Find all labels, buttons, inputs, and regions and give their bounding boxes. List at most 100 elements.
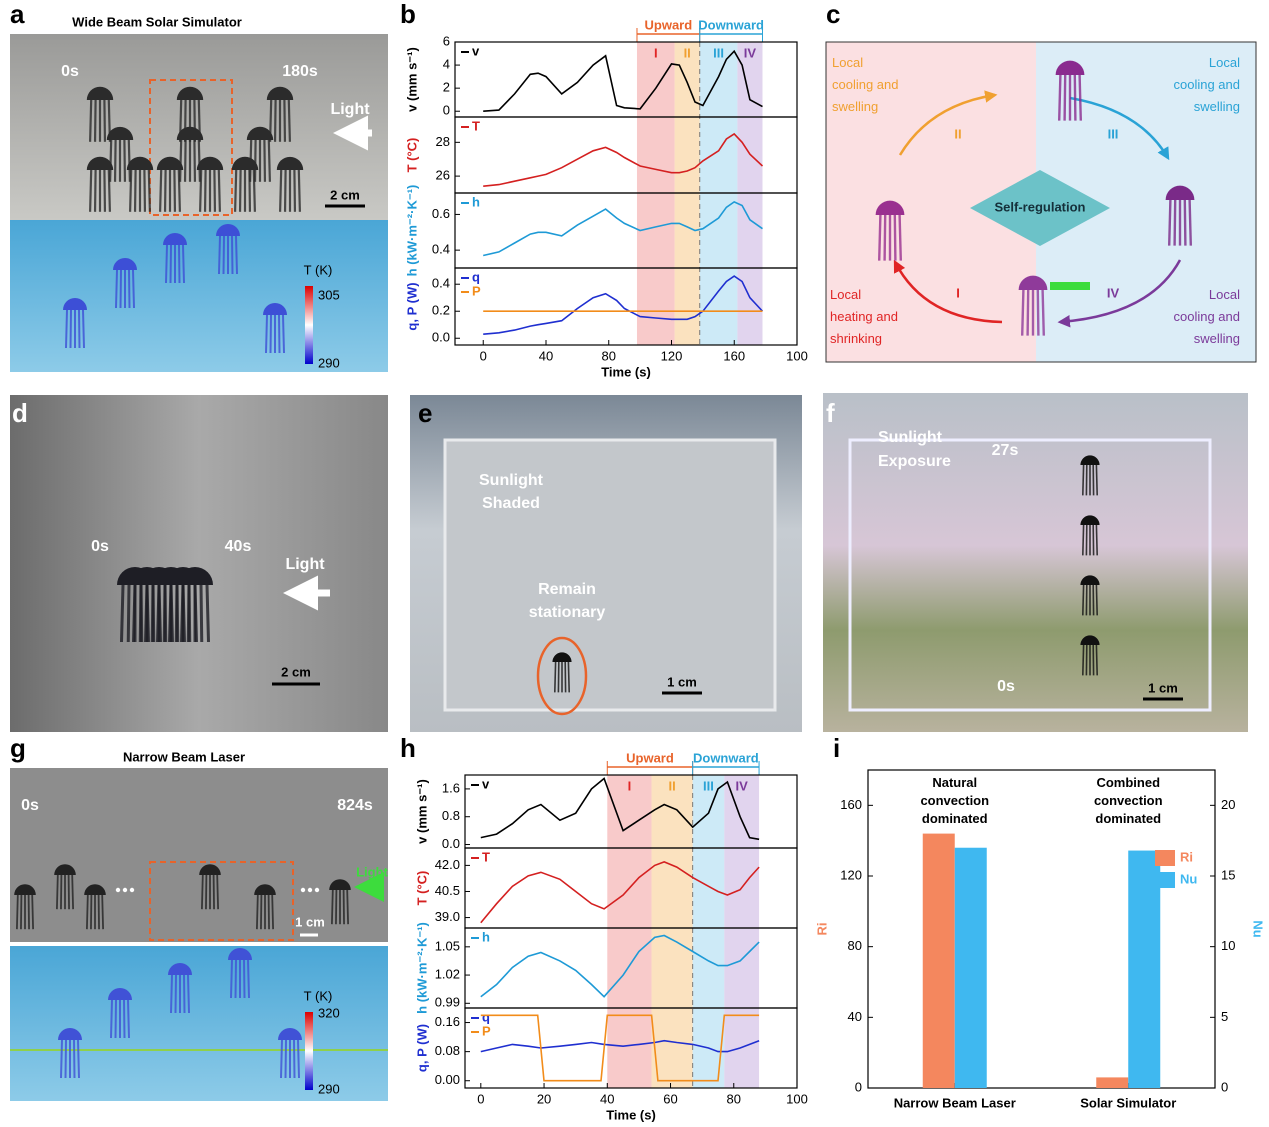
jellyfish [231, 235, 234, 275]
jellyfish [1165, 185, 1195, 200]
colorbar-title: T (K) [304, 262, 333, 277]
x-tick-label: 120 [661, 348, 683, 363]
jellyfish [1018, 275, 1048, 290]
jellyfish [178, 244, 181, 284]
legend-label: h [482, 929, 490, 944]
highlight-ellipse [536, 636, 588, 716]
jellyfish [156, 584, 161, 643]
jellyfish [898, 214, 902, 261]
jellyfish [31, 894, 34, 930]
x-tick-label: 20 [537, 1091, 551, 1106]
legend-label: q [472, 269, 480, 284]
frame [825, 41, 1257, 363]
x-tick-label: 160 [723, 348, 745, 363]
jellyfish [238, 169, 242, 212]
light-label: Light [330, 101, 370, 118]
annotation-line: convection [920, 793, 989, 808]
y-axis-label: v (mm s⁻¹) [404, 47, 419, 112]
y-tick-label: 0.2 [432, 303, 450, 318]
line [480, 934, 760, 998]
jellyfish [183, 139, 187, 182]
jellyfish [1095, 584, 1098, 616]
jellyfish [196, 156, 224, 170]
legend-label: v [472, 43, 480, 58]
jellyfish [123, 999, 126, 1039]
annotation-line: convection [1094, 793, 1163, 808]
jellyfish [129, 169, 133, 212]
jellyfish [1082, 584, 1085, 616]
jellyfish [180, 584, 185, 643]
jellyfish [203, 169, 207, 212]
panel-title: Wide Beam Solar Simulator [72, 14, 242, 29]
jellyfish [169, 244, 172, 284]
time-label: 824s [337, 797, 373, 814]
y-axis-label: v (mm s⁻¹) [414, 779, 429, 844]
jellyfish [103, 169, 107, 212]
jellyfish [243, 959, 246, 999]
scale-label: 2 cm [330, 187, 360, 202]
y-axis-label: T (°C) [414, 871, 429, 906]
y2-tick-label: 5 [1221, 1009, 1228, 1024]
jellyfish [278, 1028, 302, 1040]
state-label: Local cooling and swelling [1174, 287, 1241, 346]
jellyfish [878, 214, 882, 261]
legend-label: P [482, 1023, 491, 1038]
jellyfish [201, 874, 204, 910]
x-tick-label: 100 [786, 348, 808, 363]
panel-e: Sunlight Shaded Remain stationary 1 cm e [410, 395, 802, 732]
y-tick-label: 42.0 [435, 857, 460, 872]
jellyfish [126, 156, 154, 170]
panel-letter: e [418, 398, 432, 428]
time-label: 0s [91, 538, 109, 555]
y-axis-label: q, P (W) [404, 282, 419, 330]
x-tick-label: 40 [539, 348, 553, 363]
panel-letter: f [826, 398, 835, 428]
jellyfish [56, 874, 59, 910]
colorbar-min: 290 [318, 355, 340, 370]
jellyfish [183, 974, 186, 1014]
highlight-box [149, 79, 233, 216]
jellyfish [182, 244, 185, 284]
jellyfish [217, 169, 221, 212]
phase-title: Downward [698, 17, 764, 32]
y-tick-label: 1.02 [435, 966, 460, 981]
jellyfish [271, 894, 274, 930]
jellyfish [199, 584, 204, 643]
legend-label: T [472, 118, 480, 133]
panel-title: Narrow Beam Laser [123, 749, 245, 764]
jellyfish [1073, 74, 1077, 121]
time-label: 0s [997, 678, 1015, 695]
time-label: 40s [225, 538, 252, 555]
jellyfish [143, 169, 147, 212]
legend-swatch [1155, 850, 1175, 866]
cycle-arrow [893, 259, 1003, 324]
phase-label: II [954, 126, 961, 141]
panel-f: Sunlight Exposure 27s 0s 1 cm f [823, 393, 1248, 732]
jellyfish [234, 169, 238, 212]
jellyfish [235, 235, 238, 275]
ellipsis [300, 887, 306, 893]
jellyfish [269, 314, 272, 354]
line [480, 1039, 760, 1053]
jellyfish [65, 309, 68, 349]
y-tick-label: 0.0 [432, 330, 450, 345]
y-tick-label: 40 [848, 1009, 862, 1024]
phase-label: IV [744, 45, 757, 60]
jellyfish [127, 139, 131, 182]
jellyfish [113, 258, 137, 270]
colorbar-min: 290 [318, 1081, 340, 1096]
phase-title: Upward [645, 17, 693, 32]
jellyfish [77, 1039, 80, 1079]
jellyfish [297, 1039, 300, 1079]
legend-label: h [472, 194, 480, 209]
y-tick-label: 0.16 [435, 1014, 460, 1029]
x-axis-label: Time (s) [601, 364, 651, 379]
phase-label: I [628, 778, 632, 793]
jellyfish [162, 584, 167, 643]
jellyfish [199, 169, 203, 212]
y2-tick-label: 0 [1221, 1079, 1228, 1094]
phase-label: I [654, 45, 658, 60]
jellyfish [1080, 575, 1100, 585]
highlight-box [149, 861, 294, 941]
jellyfish [69, 309, 72, 349]
